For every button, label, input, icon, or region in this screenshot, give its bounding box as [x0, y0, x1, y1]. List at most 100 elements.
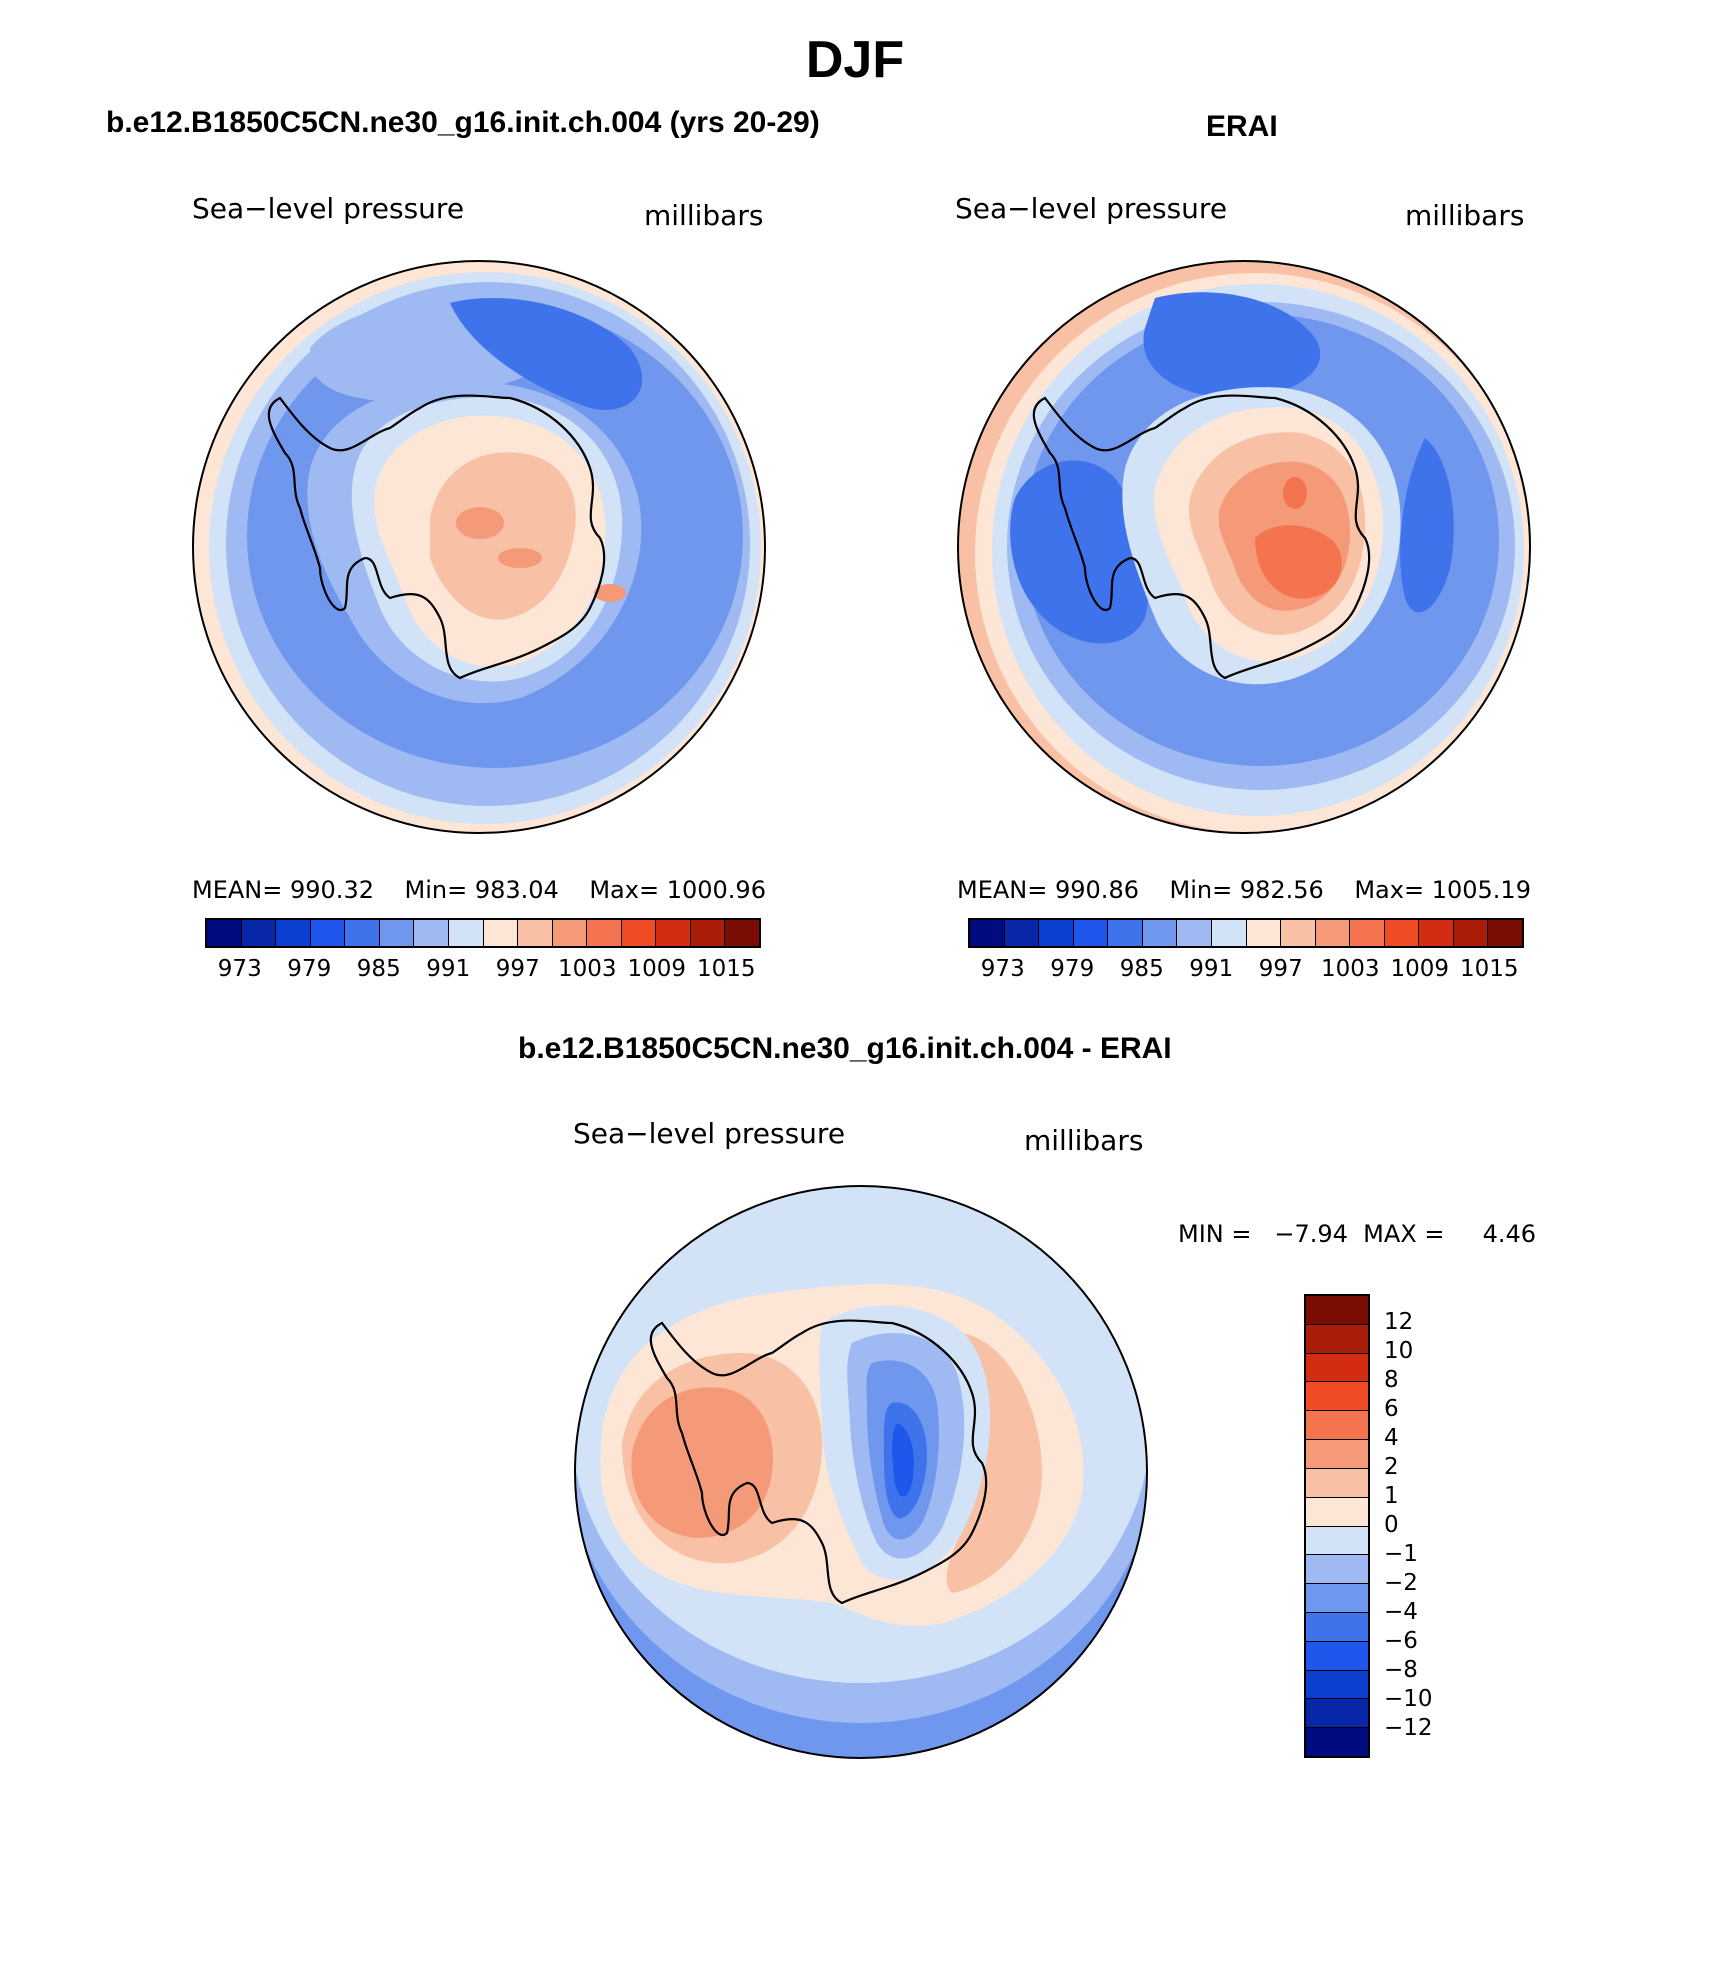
panel-3-fill-pos-max	[631, 1387, 773, 1538]
panel-2-colorbar-swatch	[1039, 920, 1074, 946]
panel-3-colorbar-tick-label: 0	[1384, 1512, 1399, 1538]
panel-1-stats: MEAN= 990.32 Min= 983.04 Max= 1000.96	[192, 876, 766, 904]
panel-3-colorbar-swatch	[1306, 1324, 1368, 1354]
panel-1-colorbar-swatch	[276, 920, 311, 946]
panel-3-colorbar-tick-label: 2	[1384, 1454, 1399, 1480]
panel-1-colorbar-swatch	[690, 920, 726, 946]
panel-2-fill-low-c	[1400, 438, 1454, 613]
panel-3-colorbar-swatch	[1306, 1353, 1368, 1383]
panel-1-map	[192, 260, 766, 834]
panel-1-coastline	[267, 394, 606, 680]
panel-2-colorbar-swatch	[1004, 920, 1040, 946]
panel-1-colorbar-tick-label: 985	[356, 956, 401, 982]
panel-2-colorbar-swatch	[1350, 920, 1385, 946]
panel-2-colorbar-swatch	[1142, 920, 1178, 946]
panel-2-colorbar-tick-label: 973	[980, 956, 1025, 982]
panel-3-colorbar-tick-label: −6	[1384, 1628, 1418, 1654]
panel-1-colorbar-swatch	[518, 920, 553, 946]
panel-3-variable-label: Sea−level pressure	[573, 1117, 846, 1150]
panel-1-units-label: millibars	[644, 199, 764, 232]
panel-3-colorbar-swatch	[1306, 1497, 1368, 1527]
panel-1-colorbar-swatch	[207, 920, 242, 946]
panel-2-colorbar-ticks: 973 979 985 991 997 1003 1009 1015	[968, 956, 1524, 986]
panel-3-colorbar-swatch	[1306, 1612, 1368, 1642]
panel-1-colorbar-swatch	[552, 920, 588, 946]
panel-2-colorbar-tick-label: 985	[1119, 956, 1164, 982]
panel-1-colorbar-tick-label: 1009	[627, 956, 687, 982]
panel-1-colorbar	[205, 918, 761, 948]
panel-2-map	[957, 260, 1531, 834]
panel-2-units-label: millibars	[1405, 199, 1525, 232]
panel-3-colorbar-swatch	[1306, 1382, 1368, 1412]
panel-1-min-label: Min=	[404, 876, 468, 904]
panel-3-colorbar-swatch	[1306, 1411, 1368, 1441]
panel-1-title: b.e12.B1850C5CN.ne30_g16.init.ch.004 (yr…	[106, 106, 820, 139]
panel-2-max-value: 1005.19	[1431, 876, 1531, 904]
panel-2-max-label: Max=	[1354, 876, 1425, 904]
panel-2-colorbar-swatch	[1073, 920, 1109, 946]
panel-1-colorbar-tick-label: 1003	[557, 956, 617, 982]
panel-2-colorbar-tick-label: 1009	[1390, 956, 1450, 982]
panel-3-units-label: millibars	[1024, 1124, 1144, 1157]
panel-3-colorbar	[1304, 1294, 1370, 1758]
panel-2-min-value: 982.56	[1239, 876, 1324, 904]
panel-3-map-boundary	[574, 1185, 1148, 1759]
panel-2-colorbar-swatch	[1488, 920, 1522, 946]
panel-2-colorbar-tick-label: 1015	[1459, 956, 1519, 982]
panel-1-colorbar-swatch	[587, 920, 622, 946]
panel-1-max-value: 1000.96	[666, 876, 766, 904]
panel-1-colorbar-tick-label: 979	[287, 956, 332, 982]
panel-2-mean-value: 990.86	[1055, 876, 1139, 904]
panel-3-colorbar-tick-label: −2	[1384, 1570, 1418, 1596]
panel-1-mean-label: MEAN=	[192, 876, 283, 904]
panel-2-colorbar-tick-label: 997	[1258, 956, 1303, 982]
panel-3-title: b.e12.B1850C5CN.ne30_g16.init.ch.004 - E…	[518, 1032, 1172, 1065]
panel-1-colorbar-swatch	[310, 920, 346, 946]
panel-1-variable-label: Sea−level pressure	[192, 192, 465, 225]
panel-3-colorbar-tick-label: −1	[1384, 1541, 1418, 1567]
panel-2-colorbar-swatch	[1315, 920, 1351, 946]
panel-3-colorbar-swatch	[1306, 1440, 1368, 1469]
panel-1-fill-high	[430, 452, 576, 620]
panel-1-colorbar-swatch	[345, 920, 380, 946]
panel-3-colorbar-swatch	[1306, 1296, 1368, 1325]
panel-2-coastline	[1032, 394, 1371, 680]
panel-2-colorbar-tick-label: 1003	[1320, 956, 1380, 982]
panel-3-colorbar-swatch	[1306, 1641, 1368, 1671]
panel-2-title: ERAI	[1206, 110, 1278, 143]
panel-3-fill-neg-min	[892, 1423, 914, 1497]
panel-2-fill-low-a	[1143, 292, 1321, 398]
panel-2-variable-label: Sea−level pressure	[955, 192, 1228, 225]
panel-1-colorbar-ticks: 973 979 985 991 997 1003 1009 1015	[205, 956, 761, 986]
panel-2-colorbar-swatch	[1453, 920, 1489, 946]
panel-2-colorbar-tick-label: 991	[1189, 956, 1234, 982]
panel-3-minmax: MIN = −7.94 MAX = 4.46	[1178, 1220, 1537, 1248]
panel-3-colorbar-tick-label: 8	[1384, 1367, 1399, 1393]
panel-2-colorbar-swatch	[970, 920, 1005, 946]
panel-2-colorbar	[968, 918, 1524, 948]
panel-1-colorbar-swatch	[725, 920, 759, 946]
panel-3-colorbar-tick-label: 1	[1384, 1483, 1399, 1509]
panel-2-map-boundary	[957, 260, 1531, 834]
panel-3-colorbar-tick-label: −4	[1384, 1599, 1418, 1625]
panel-2-mean-label: MEAN=	[957, 876, 1048, 904]
panel-1-map-boundary	[192, 260, 766, 834]
panel-1-colorbar-swatch	[448, 920, 484, 946]
panel-3-coastline	[649, 1319, 988, 1605]
panel-3-colorbar-ticks: 12 10 8 6 4 2 1 0 −1 −2 −4 −6 −8 −10 −12	[1384, 1294, 1464, 1758]
panel-3-colorbar-swatch	[1306, 1555, 1368, 1585]
panel-1-colorbar-swatch	[621, 920, 657, 946]
panel-1-colorbar-swatch	[483, 920, 519, 946]
figure-title: DJF	[805, 31, 905, 89]
panel-2-fill-max	[1255, 525, 1342, 599]
panel-1-max-label: Max=	[589, 876, 660, 904]
panel-2-stats: MEAN= 990.86 Min= 982.56 Max= 1005.19	[957, 876, 1531, 904]
panel-3-map	[574, 1185, 1148, 1759]
panel-3-colorbar-tick-label: 12	[1384, 1309, 1414, 1335]
panel-2-colorbar-swatch	[1384, 920, 1420, 946]
panel-2-colorbar-swatch	[1281, 920, 1316, 946]
panel-3-colorbar-tick-label: 6	[1384, 1396, 1399, 1422]
panel-3-colorbar-tick-label: 10	[1384, 1338, 1414, 1364]
panel-2-colorbar-swatch	[1211, 920, 1247, 946]
panel-3-colorbar-tick-label: −12	[1384, 1715, 1433, 1741]
